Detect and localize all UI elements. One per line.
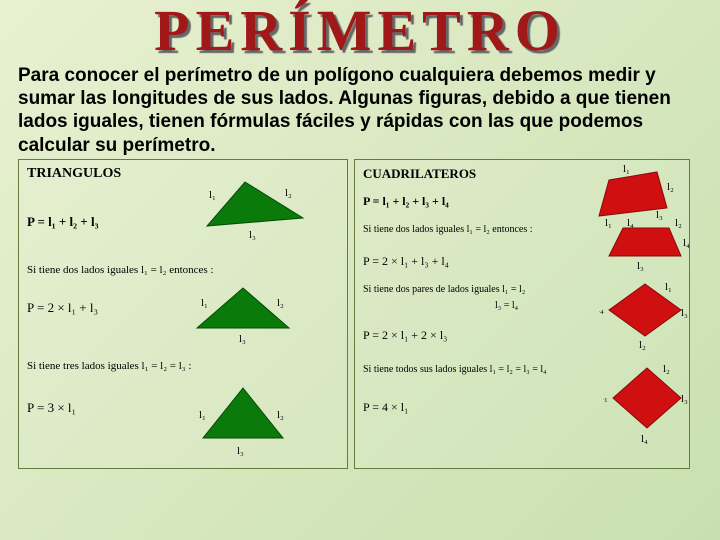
- svg-text:l₄: l₄: [599, 303, 604, 315]
- triangle-cond-3: Si tiene tres lados iguales l₁ = l₂ = l₃…: [27, 360, 191, 372]
- svg-text:l₃: l₃: [237, 445, 244, 457]
- quadrilaterals-panel: CUADRILATEROS P = l₁ + l₂ + l₃ + l₄ l₁ l…: [354, 159, 690, 469]
- page-title: PERÍMETRO: [0, 0, 720, 60]
- triangle-formula-3: P = 3 × l₁: [27, 400, 76, 416]
- svg-text:l₂: l₂: [285, 187, 292, 199]
- svg-text:l₁: l₁: [201, 297, 208, 309]
- svg-text:l₂: l₂: [663, 363, 670, 375]
- svg-text:l₂: l₂: [277, 297, 284, 309]
- quad-cond-2: Si tiene dos lados iguales l₁ = l₂ enton…: [363, 224, 533, 235]
- quad-formula-3: P = 2 × l₁ + 2 × l₃: [363, 328, 447, 343]
- svg-text:l₄: l₄: [641, 433, 648, 444]
- triangle-isoceles: l₁ l₂ l₃: [179, 282, 309, 348]
- title-text: PERÍMETRO: [154, 0, 566, 63]
- svg-text:l₄: l₄: [683, 237, 690, 249]
- svg-text:l₁: l₁: [603, 391, 608, 403]
- triangle-equilateral: l₁ l₂ l₃: [179, 382, 309, 462]
- intro-paragraph: Para conocer el perímetro de un polígono…: [0, 60, 720, 159]
- triangle-scalene: l₁ l₂ l₃: [199, 174, 319, 244]
- svg-text:l₁: l₁: [665, 281, 672, 293]
- svg-text:l₂: l₂: [675, 217, 682, 229]
- triangle-cond-2: Si tiene dos lados iguales l₁ = l₂ enton…: [27, 264, 213, 276]
- quad-trapezoid: l₁ l₂ l₃ l₄: [601, 214, 695, 272]
- quad-cond-3a: Si tiene dos pares de lados iguales l₁ =…: [363, 284, 525, 295]
- triangles-panel: TRIANGULOS P = l₁ + l₂ + l₃ l₁ l₂ l₃ Si …: [18, 159, 348, 469]
- triangle-formula-2: P = 2 × l₁ + l₃: [27, 300, 98, 316]
- quad-formula-4: P = 4 × l₁: [363, 400, 408, 415]
- svg-text:l₁: l₁: [623, 163, 630, 175]
- quad-formula-2: P = 2 × l₁ + l₃ + l₄: [363, 254, 449, 269]
- svg-text:l₃: l₃: [239, 333, 246, 345]
- svg-text:l₃: l₃: [681, 393, 688, 405]
- triangle-formula-1: P = l₁ + l₂ + l₃: [27, 214, 98, 230]
- panels-row: TRIANGULOS P = l₁ + l₂ + l₃ l₁ l₂ l₃ Si …: [0, 159, 720, 469]
- quad-cond-4: Si tiene todos sus lados iguales l₁ = l₂…: [363, 364, 547, 375]
- svg-text:l₁: l₁: [605, 217, 612, 229]
- svg-text:l₃: l₃: [637, 260, 644, 272]
- quad-square: l₂ l₁ l₃ l₄: [603, 358, 695, 444]
- svg-text:l₃: l₃: [249, 229, 256, 241]
- quad-rhombus: l₁ l₄ l₃ l₂: [599, 276, 695, 350]
- svg-text:l₁: l₁: [199, 409, 206, 421]
- svg-text:l₂: l₂: [277, 409, 284, 421]
- svg-text:l₁: l₁: [209, 189, 216, 201]
- quad-formula-1: P = l₁ + l₂ + l₃ + l₄: [363, 194, 449, 209]
- svg-text:l₂: l₂: [667, 181, 674, 193]
- svg-text:l₂: l₂: [639, 339, 646, 350]
- quad-cond-3b: l₃ = l₄: [495, 300, 518, 311]
- svg-text:l₃: l₃: [681, 307, 688, 319]
